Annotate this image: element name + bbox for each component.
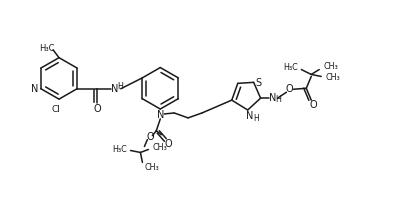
Text: H: H — [274, 95, 280, 104]
Text: H₃C: H₃C — [111, 145, 126, 154]
Text: Cl: Cl — [51, 104, 60, 114]
Text: H: H — [117, 82, 123, 91]
Text: CH₃: CH₃ — [144, 163, 159, 172]
Text: O: O — [309, 100, 316, 110]
Text: N: N — [156, 110, 164, 120]
Text: O: O — [285, 84, 292, 94]
Text: CH₃: CH₃ — [324, 73, 339, 82]
Text: H: H — [252, 114, 258, 123]
Text: O: O — [146, 132, 154, 142]
Text: O: O — [164, 139, 172, 148]
Text: N: N — [31, 84, 38, 94]
Text: H₃C: H₃C — [39, 44, 55, 53]
Text: CH₃: CH₃ — [152, 143, 167, 152]
Text: CH₃: CH₃ — [322, 62, 337, 71]
Text: S: S — [255, 78, 261, 88]
Text: H₃C: H₃C — [283, 63, 298, 72]
Text: N: N — [245, 111, 253, 121]
Text: N: N — [111, 84, 118, 94]
Text: N: N — [268, 93, 275, 103]
Text: O: O — [93, 104, 100, 114]
